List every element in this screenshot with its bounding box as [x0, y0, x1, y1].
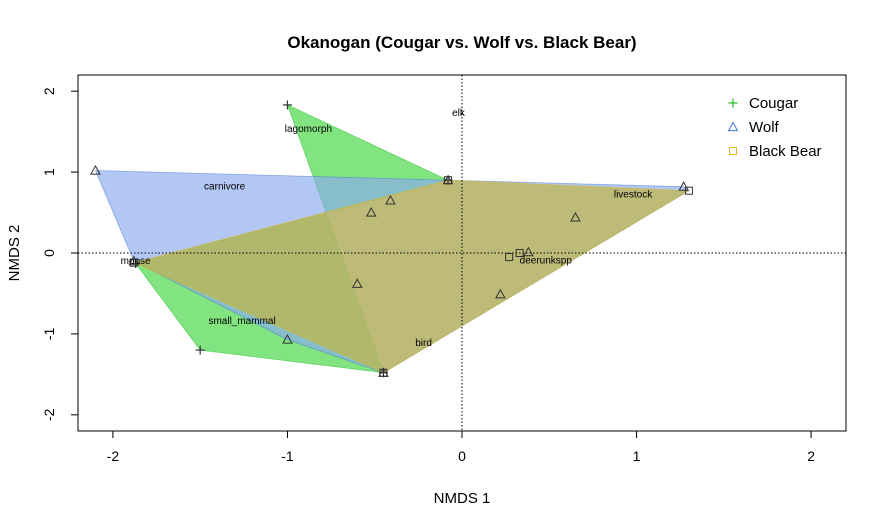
point-wolf-8 — [351, 278, 363, 288]
y-tick-label: 0 — [41, 249, 57, 257]
x-tick-label: 1 — [633, 448, 641, 464]
legend-marker-cougar — [728, 98, 738, 108]
x-axis-label: NMDS 1 — [434, 490, 491, 507]
species-label-lagomorph: lagomorph — [285, 124, 332, 135]
x-tick-label: -2 — [107, 448, 120, 464]
point-cougar-0 — [282, 100, 292, 110]
species-label-carnivore: carnivore — [204, 182, 246, 193]
legend-item-black-bear: Black Bear — [729, 143, 822, 160]
x-tick-label: 2 — [807, 448, 815, 464]
species-label-elk: elk — [452, 108, 466, 119]
species-label-bird: bird — [415, 338, 432, 349]
y-tick-label: -2 — [41, 408, 57, 421]
axes: -2 -1 0 1 2 -2 -1 0 1 2 — [41, 87, 815, 464]
species-label-deerunkspp: deerunkspp — [520, 255, 573, 266]
species-label-small-mammal: small_mammal — [208, 316, 275, 327]
y-axis-label: NMDS 2 — [6, 225, 23, 282]
legend-marker-wolf — [727, 121, 739, 132]
point-wolf-10 — [282, 334, 293, 344]
species-labels: elk lagomorph carnivore livestock deerunkspp… — [121, 108, 654, 349]
chart-title: Okanogan (Cougar vs. Wolf vs. Black Bear… — [287, 33, 636, 52]
legend-item-wolf: Wolf — [727, 119, 780, 136]
point-black-bear-1 — [684, 186, 693, 195]
legend-label-wolf: Wolf — [749, 119, 780, 136]
hull-polygons — [94, 104, 691, 374]
point-cougar-3 — [195, 345, 205, 355]
point-wolf-7 — [128, 255, 140, 266]
species-label-moose: moose — [121, 256, 151, 267]
y-tick-label: -1 — [41, 327, 57, 340]
legend-label-cougar: Cougar — [749, 95, 798, 112]
legend: Cougar Wolf Black Bear — [727, 95, 822, 160]
data-points — [90, 100, 693, 378]
point-wolf-9 — [495, 288, 506, 299]
point-wolf-0 — [90, 164, 101, 175]
x-tick-label: 0 — [458, 448, 466, 464]
x-tick-label: -1 — [281, 448, 294, 464]
point-wolf-2 — [678, 181, 690, 191]
point-wolf-5 — [570, 211, 581, 222]
point-black-bear-2 — [379, 368, 388, 377]
point-black-bear-4 — [505, 253, 514, 262]
y-tick-label: 2 — [41, 87, 57, 95]
legend-item-cougar: Cougar — [728, 95, 798, 112]
species-label-livestock: livestock — [614, 190, 653, 201]
point-wolf-6 — [522, 246, 534, 257]
point-black-bear-0 — [444, 176, 453, 185]
y-tick-label: 1 — [41, 168, 57, 176]
point-wolf-3 — [385, 194, 396, 205]
legend-label-black-bear: Black Bear — [749, 143, 822, 160]
point-black-bear-5 — [515, 249, 524, 257]
legend-marker-black-bear — [729, 147, 737, 155]
point-black-bear-3 — [129, 258, 138, 267]
point-wolf-4 — [365, 207, 377, 217]
